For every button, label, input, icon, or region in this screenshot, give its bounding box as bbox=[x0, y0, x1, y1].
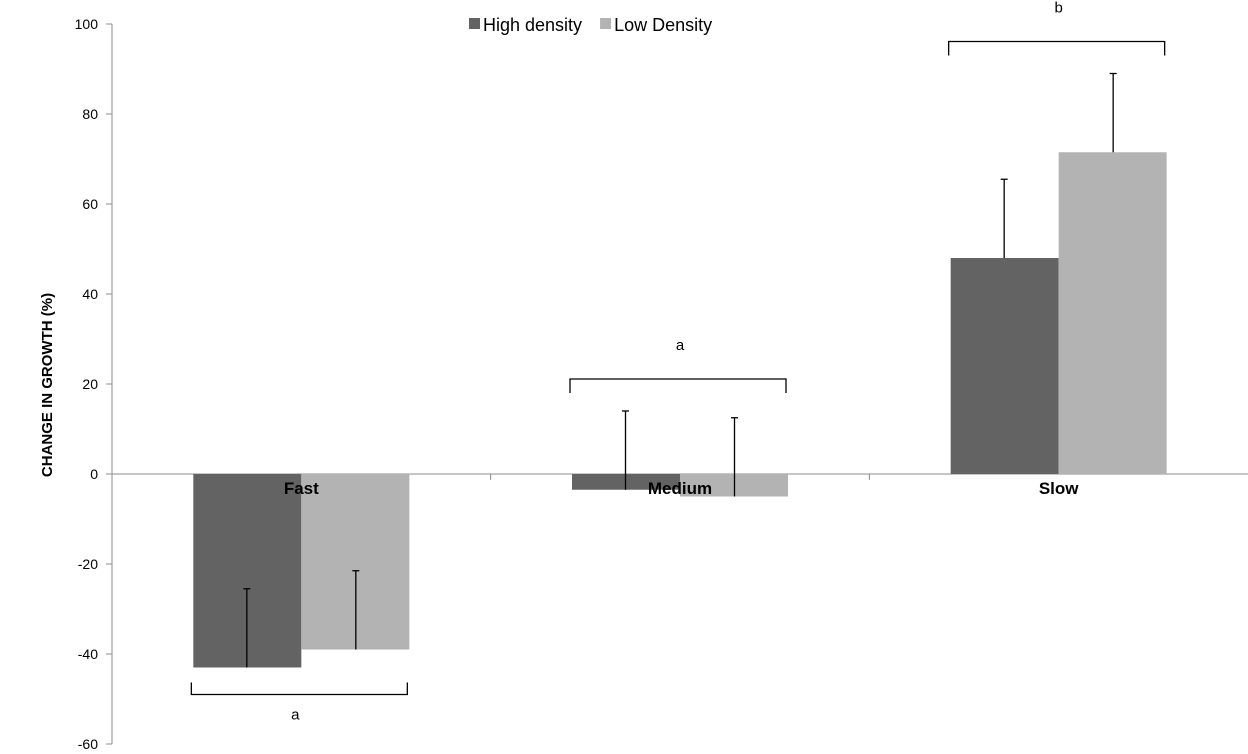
significance-letter: b bbox=[1054, 0, 1062, 17]
significance-bracket bbox=[190, 682, 408, 696]
y-tick-label: 0 bbox=[90, 466, 98, 482]
y-tick-label: 80 bbox=[82, 106, 98, 122]
y-tick-label: -20 bbox=[78, 556, 98, 572]
category-label-medium: Medium bbox=[648, 479, 712, 498]
legend-swatch-high-density bbox=[469, 18, 480, 29]
legend-label-low-density: Low Density bbox=[614, 15, 712, 35]
category-label-fast: Fast bbox=[284, 479, 319, 498]
significance-bracket bbox=[948, 40, 1166, 56]
y-tick-label: 20 bbox=[82, 376, 98, 392]
category-labels: Fast Medium Slow bbox=[284, 479, 1079, 498]
significance-letter: a bbox=[676, 337, 685, 354]
bar-high-density-slow bbox=[950, 258, 1059, 474]
y-tick-label: -60 bbox=[78, 736, 98, 752]
bar-series-group bbox=[193, 152, 1167, 668]
legend-swatch-low-density bbox=[600, 18, 612, 29]
error-bar-group bbox=[243, 72, 1117, 668]
significance-bracket bbox=[569, 378, 787, 393]
y-tick-label: -40 bbox=[78, 646, 98, 662]
y-tick-label: 40 bbox=[82, 286, 98, 302]
y-tick-label: 100 bbox=[75, 16, 99, 32]
significance-letter: a bbox=[291, 707, 300, 724]
legend-label-high-density: High density bbox=[483, 15, 582, 35]
y-axis-label: CHANGE IN GROWTH (%) bbox=[39, 293, 56, 477]
legend: High density Low Density bbox=[469, 15, 712, 35]
category-label-slow: Slow bbox=[1039, 479, 1079, 498]
significance-annotations: a a b bbox=[190, 0, 1166, 724]
bar-low-density-slow bbox=[1058, 152, 1167, 474]
y-tick-label: 60 bbox=[82, 196, 98, 212]
y-axis: -60 -40 -20 0 20 40 60 80 100 bbox=[75, 16, 113, 752]
